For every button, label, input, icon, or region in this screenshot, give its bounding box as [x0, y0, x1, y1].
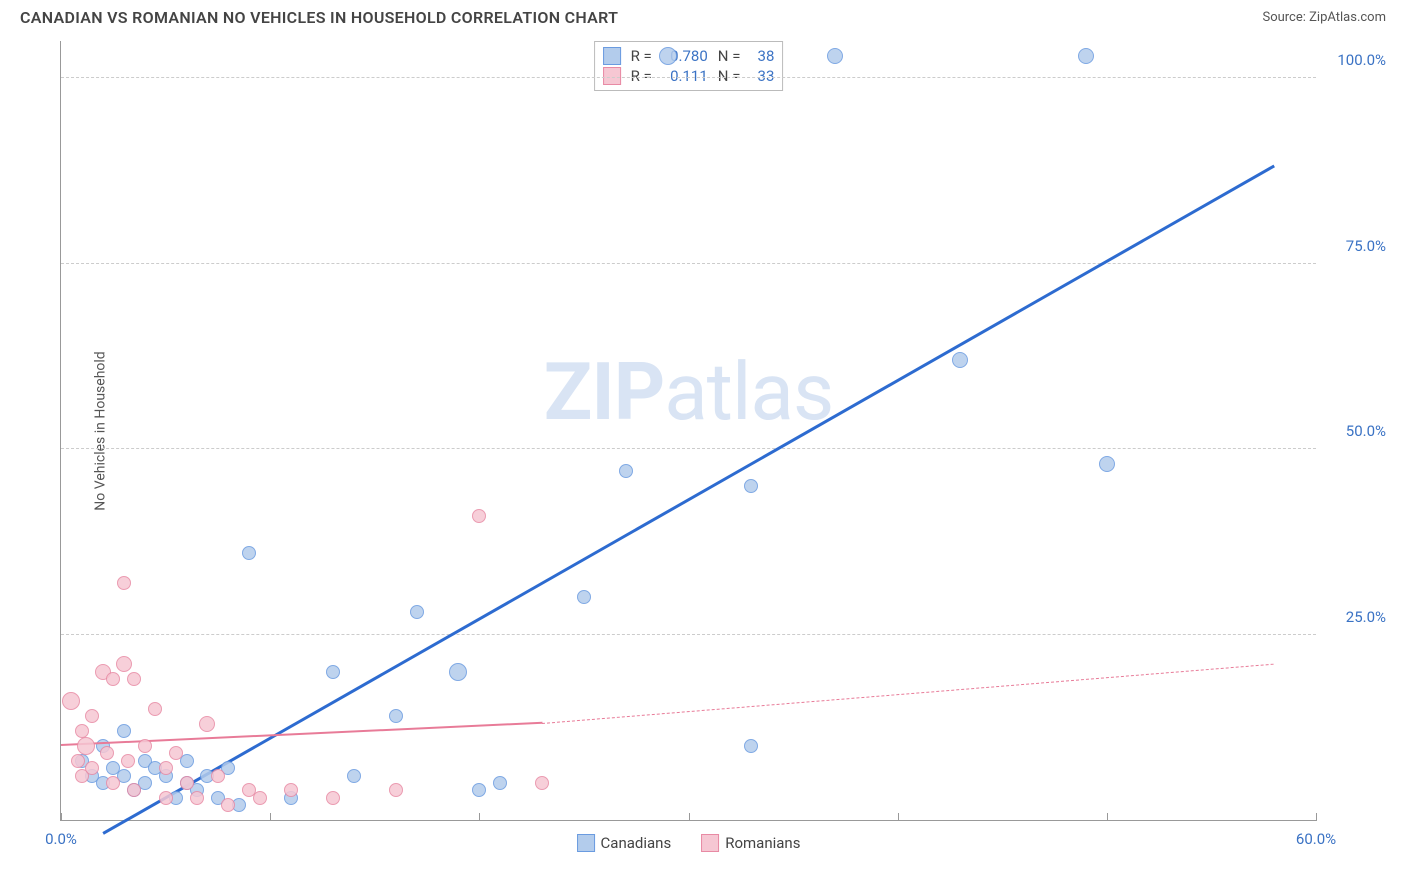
data-point [326, 665, 340, 679]
legend-row-romanians: R = 0.111 N = 33 [603, 66, 775, 86]
data-point [159, 791, 173, 805]
r-value-romanians: 0.111 [658, 67, 708, 85]
data-point [284, 783, 298, 797]
data-point [116, 656, 132, 672]
x-tick [61, 813, 62, 821]
x-tick [898, 813, 899, 821]
legend-label-romanians: Romanians [725, 834, 800, 852]
regression-line [61, 722, 542, 746]
data-point [619, 464, 633, 478]
x-tick [270, 813, 271, 821]
data-point [138, 739, 152, 753]
data-point [169, 746, 183, 760]
data-point [199, 716, 215, 732]
swatch-canadians-icon [577, 834, 595, 852]
source-credit: Source: ZipAtlas.com [1262, 10, 1386, 25]
n-label: N = [718, 67, 741, 85]
data-point [577, 590, 591, 604]
chart-title: CANADIAN VS ROMANIAN NO VEHICLES IN HOUS… [20, 8, 618, 27]
source-label: Source: [1262, 10, 1309, 25]
data-point [744, 479, 758, 493]
legend-item-romanians: Romanians [701, 834, 800, 852]
legend-item-canadians: Canadians [577, 834, 672, 852]
data-point [211, 769, 225, 783]
swatch-romanians [603, 67, 621, 85]
legend-row-canadians: R = 0.780 N = 38 [603, 46, 775, 66]
data-point [127, 672, 141, 686]
data-point [472, 783, 486, 797]
data-point [952, 352, 968, 368]
gridline [61, 634, 1316, 635]
y-tick-label: 75.0% [1346, 237, 1386, 255]
n-value-romanians: 33 [746, 67, 774, 85]
scatter-chart: ZIPatlas No Vehicles in Household R = 0.… [60, 41, 1316, 821]
y-axis-label: No Vehicles in Household [93, 351, 109, 510]
y-tick-label: 100.0% [1337, 51, 1386, 69]
swatch-romanians-icon [701, 834, 719, 852]
data-point [117, 576, 131, 590]
data-point [148, 702, 162, 716]
r-label: R = [631, 67, 652, 85]
data-point [389, 709, 403, 723]
watermark: ZIPatlas [544, 345, 833, 439]
y-tick-label: 50.0% [1346, 422, 1386, 440]
data-point [190, 791, 204, 805]
legend-label-canadians: Canadians [601, 834, 672, 852]
source-name[interactable]: ZipAtlas.com [1309, 10, 1386, 25]
r-label: R = [631, 47, 652, 65]
data-point [159, 761, 173, 775]
x-tick [1107, 813, 1108, 821]
data-point [472, 509, 486, 523]
data-point [326, 791, 340, 805]
data-point [410, 605, 424, 619]
n-label: N = [718, 47, 741, 65]
data-point [347, 769, 361, 783]
gridline [61, 77, 1316, 78]
correlation-legend: R = 0.780 N = 38 R = 0.111 N = 33 [594, 41, 784, 91]
data-point [127, 783, 141, 797]
data-point [744, 739, 758, 753]
x-tick [479, 813, 480, 821]
data-point [1099, 456, 1115, 472]
data-point [535, 776, 549, 790]
watermark-atlas: atlas [664, 345, 833, 439]
swatch-canadians [603, 47, 621, 65]
x-tick-label: 60.0% [1296, 830, 1336, 848]
data-point [1078, 48, 1094, 64]
data-point [389, 783, 403, 797]
data-point [659, 47, 677, 65]
y-tick-label: 25.0% [1346, 608, 1386, 626]
regression-line [542, 663, 1274, 723]
data-point [180, 776, 194, 790]
data-point [85, 761, 99, 775]
data-point [242, 546, 256, 560]
data-point [100, 746, 114, 760]
data-point [106, 672, 120, 686]
watermark-zip: ZIP [544, 345, 665, 439]
x-tick [689, 813, 690, 821]
data-point [827, 48, 843, 64]
data-point [71, 754, 85, 768]
data-point [449, 663, 467, 681]
data-point [253, 791, 267, 805]
gridline [61, 448, 1316, 449]
data-point [77, 737, 95, 755]
data-point [117, 724, 131, 738]
x-tick-label: 0.0% [45, 830, 77, 848]
gridline [61, 263, 1316, 264]
x-tick [1316, 813, 1317, 821]
data-point [106, 776, 120, 790]
n-value-canadians: 38 [746, 47, 774, 65]
data-point [493, 776, 507, 790]
data-point [62, 692, 80, 710]
data-point [85, 709, 99, 723]
series-legend: Canadians Romanians [577, 834, 801, 852]
data-point [121, 754, 135, 768]
data-point [221, 798, 235, 812]
